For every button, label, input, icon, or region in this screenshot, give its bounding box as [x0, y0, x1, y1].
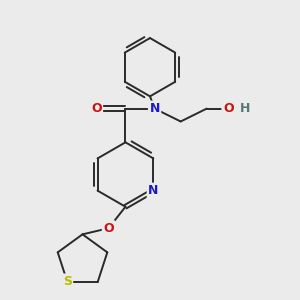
- Text: O: O: [91, 102, 102, 115]
- Text: O: O: [103, 222, 114, 235]
- Text: N: N: [148, 184, 158, 197]
- Text: O: O: [223, 102, 233, 115]
- Text: S: S: [63, 275, 72, 288]
- Text: N: N: [149, 102, 160, 115]
- Text: H: H: [240, 102, 250, 115]
